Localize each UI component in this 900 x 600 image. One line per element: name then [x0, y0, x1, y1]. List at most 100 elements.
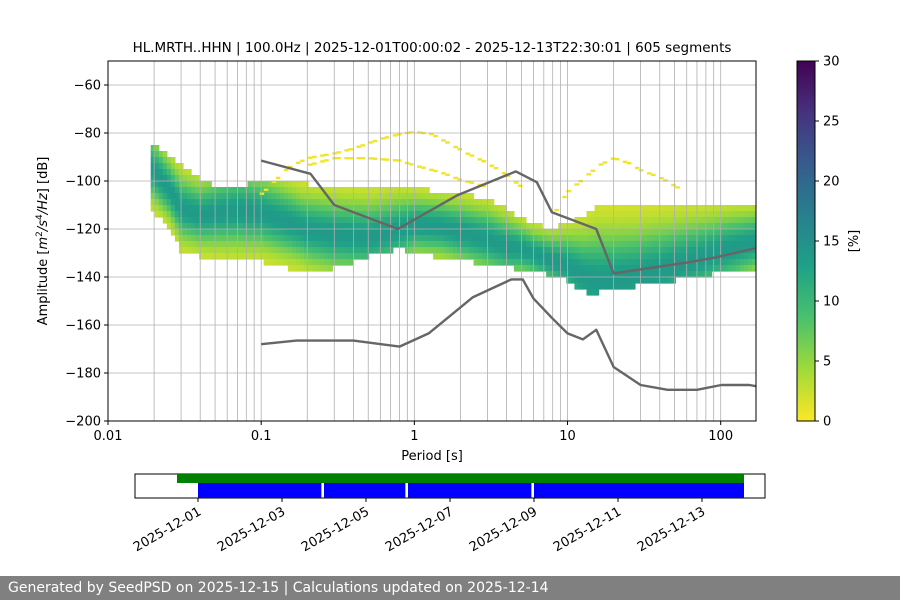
density-cell — [461, 205, 467, 212]
density-cell — [170, 175, 176, 182]
density-cell — [747, 211, 753, 218]
density-cell — [614, 265, 620, 272]
density-cell — [348, 205, 354, 212]
density-cell — [691, 205, 697, 212]
density-cell — [231, 187, 237, 194]
density-cell — [340, 259, 345, 266]
density-cell — [659, 271, 664, 278]
density-cell — [263, 205, 269, 212]
density-cell — [453, 211, 458, 218]
density-outlier-cell — [659, 177, 664, 180]
density-cell — [231, 199, 237, 206]
density-cell — [453, 253, 458, 260]
density-cell — [203, 229, 208, 236]
density-cell — [477, 205, 483, 212]
density-cell — [610, 205, 616, 212]
density-cell — [231, 253, 237, 260]
density-cell — [388, 229, 394, 236]
density-outlier-cell — [453, 176, 458, 180]
density-cell — [158, 157, 164, 164]
density-cell — [300, 253, 305, 260]
density-cell — [485, 247, 491, 254]
density-outlier-cell — [429, 132, 434, 136]
density-outlier-cell — [469, 154, 475, 157]
density-cell — [542, 259, 547, 266]
density-cell — [384, 247, 390, 254]
density-cell — [449, 217, 454, 224]
density-cell — [505, 247, 511, 254]
density-outlier-cell — [356, 145, 362, 148]
density-cell — [485, 217, 491, 224]
density-cell — [719, 247, 725, 254]
density-cell — [348, 241, 354, 248]
density-cell — [227, 205, 233, 212]
density-cell — [340, 211, 345, 218]
density-cell — [328, 235, 333, 242]
density-cell — [207, 193, 212, 200]
density-cell — [174, 163, 180, 170]
density-cell — [598, 229, 604, 236]
density-cell — [287, 217, 293, 224]
density-cell — [731, 265, 737, 272]
density-cell — [659, 205, 664, 212]
density-cell — [271, 235, 277, 242]
density-cell — [219, 193, 224, 200]
density-cell — [182, 175, 188, 182]
density-cell — [493, 229, 499, 236]
density-cell — [203, 241, 208, 248]
density-cell — [582, 277, 588, 284]
density-cell — [687, 265, 693, 272]
density-cell — [501, 217, 507, 224]
density-cell — [747, 205, 753, 212]
density-cell — [199, 241, 204, 248]
density-cell — [312, 223, 317, 230]
density-cell — [231, 217, 237, 224]
density-cell — [425, 205, 430, 212]
density-cell — [187, 199, 192, 206]
density-cell — [525, 259, 531, 266]
density-cell — [695, 229, 701, 236]
density-cell — [590, 247, 596, 254]
density-outlier-cell — [392, 159, 398, 162]
density-cell — [489, 235, 495, 242]
density-cell — [626, 259, 632, 266]
density-cell — [300, 247, 305, 254]
density-cell — [174, 229, 180, 236]
density-cell — [509, 223, 515, 230]
density-cell — [707, 247, 713, 254]
density-cell — [352, 211, 358, 218]
density-cell — [211, 199, 216, 206]
density-cell — [259, 205, 265, 212]
density-cell — [578, 283, 584, 290]
density-cell — [525, 241, 531, 248]
density-cell — [707, 211, 713, 218]
density-cell — [336, 217, 341, 224]
density-cell — [675, 205, 680, 212]
density-cell — [586, 265, 592, 272]
density-cell — [384, 193, 390, 200]
density-cell — [699, 235, 705, 242]
density-cell — [614, 277, 620, 284]
density-cell — [191, 247, 196, 254]
density-cell — [283, 247, 289, 254]
density-cell — [203, 247, 208, 254]
density-cell — [295, 235, 301, 242]
density-cell — [687, 241, 693, 248]
density-cell — [517, 229, 523, 236]
density-cell — [554, 229, 559, 236]
density-cell — [287, 253, 293, 260]
density-cell — [638, 223, 644, 230]
density-cell — [663, 247, 668, 254]
density-outlier-cell — [433, 169, 438, 173]
density-cell — [364, 235, 370, 242]
density-cell — [384, 199, 390, 206]
density-cell — [517, 223, 523, 230]
density-cell — [211, 241, 216, 248]
density-cell — [731, 259, 737, 266]
density-cell — [465, 247, 471, 254]
density-cell — [182, 169, 188, 176]
date-tick-label: 2025-12-11 — [551, 504, 624, 555]
density-cell — [199, 253, 204, 260]
density-cell — [731, 205, 737, 212]
density-cell — [328, 229, 333, 236]
